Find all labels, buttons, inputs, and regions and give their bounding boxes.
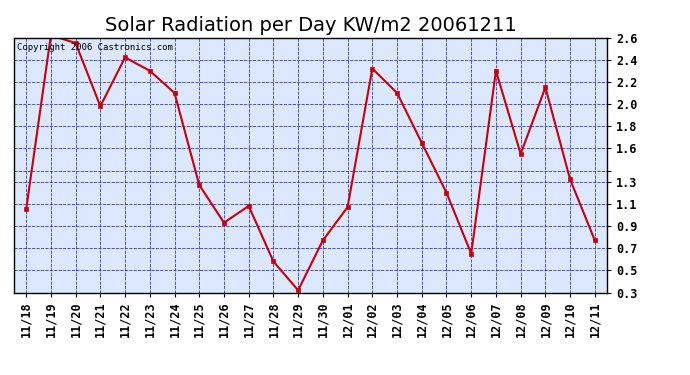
- Text: Copyright 2006 Castronics.com: Copyright 2006 Castronics.com: [17, 43, 172, 52]
- Title: Solar Radiation per Day KW/m2 20061211: Solar Radiation per Day KW/m2 20061211: [105, 15, 516, 34]
